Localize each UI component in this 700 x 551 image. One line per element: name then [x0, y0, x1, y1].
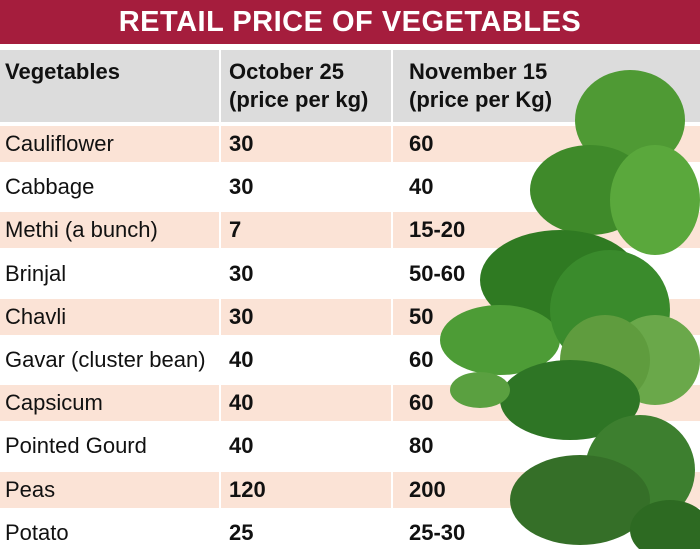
price-november: 40 — [409, 174, 434, 200]
header-november: November 15 (price per Kg) — [409, 58, 552, 114]
page-title: RETAIL PRICE OF VEGETABLES — [0, 0, 700, 44]
vegetable-name: Cauliflower — [5, 131, 114, 156]
header-november-date: November 15 — [409, 59, 548, 84]
vegetable-name: Gavar (cluster bean) — [5, 347, 206, 372]
vegetable-name: Brinjal — [5, 260, 67, 286]
vegetable-name: Peas — [5, 476, 56, 502]
leaf-cluster — [440, 70, 700, 549]
price-november: 80 — [409, 433, 434, 459]
price-november: 60 — [409, 131, 434, 156]
price-october: 30 — [229, 131, 254, 156]
header-october-unit: (price per kg) — [229, 87, 369, 112]
vegetable-name: Chavli — [5, 303, 67, 329]
price-october: 7 — [229, 217, 242, 243]
price-october: 30 — [229, 174, 254, 200]
header-vegetables: Vegetables — [5, 59, 120, 84]
vegetable-name: Cabbage — [5, 174, 95, 200]
vegetable-name: Capsicum — [5, 390, 103, 416]
leafy-vegetables-image — [440, 70, 700, 549]
price-october: 40 — [229, 433, 254, 459]
column-divider — [219, 50, 221, 549]
price-november: 200 — [409, 476, 446, 502]
column-divider — [391, 50, 393, 549]
price-november: 50-60 — [409, 260, 466, 286]
price-october: 40 — [229, 347, 254, 372]
vegetable-name: Methi (a bunch) — [5, 217, 158, 243]
header-october-date: October 25 — [229, 59, 344, 84]
vegetable-name: Pointed Gourd — [5, 433, 147, 459]
price-november: 25-30 — [409, 519, 466, 545]
price-november: 50 — [409, 303, 434, 329]
header-october: October 25 (price per kg) — [229, 58, 368, 114]
price-october: 25 — [229, 519, 254, 545]
vegetable-name: Potato — [5, 519, 69, 545]
header-november-unit: (price per Kg) — [409, 87, 553, 112]
price-october: 30 — [229, 303, 254, 329]
price-october: 40 — [229, 390, 254, 416]
price-november: 60 — [409, 347, 434, 372]
table-header: Vegetables October 25 (price per kg) Nov… — [0, 50, 700, 122]
price-november: 15-20 — [409, 217, 466, 243]
price-october: 30 — [229, 260, 254, 286]
price-october: 120 — [229, 476, 266, 502]
price-november: 60 — [409, 390, 434, 416]
